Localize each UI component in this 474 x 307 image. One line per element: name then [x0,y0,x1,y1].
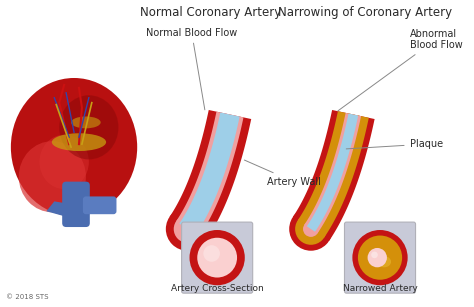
Ellipse shape [59,95,118,159]
Polygon shape [298,111,369,238]
Text: Narrowed Artery: Narrowed Artery [343,284,418,293]
Circle shape [166,207,209,251]
Circle shape [303,221,319,237]
Ellipse shape [39,135,89,189]
FancyBboxPatch shape [62,182,90,227]
Polygon shape [170,110,251,241]
Text: Normal Coronary Artery: Normal Coronary Artery [140,6,281,19]
Text: Plaque: Plaque [346,139,443,149]
Circle shape [367,248,387,267]
FancyBboxPatch shape [182,222,253,293]
Ellipse shape [19,141,86,212]
Text: Narrowing of Coronary Artery: Narrowing of Coronary Artery [278,6,452,19]
Circle shape [295,213,327,245]
Circle shape [197,238,237,278]
Ellipse shape [377,256,391,267]
Polygon shape [176,112,244,237]
Polygon shape [215,111,246,118]
Polygon shape [46,201,66,216]
Polygon shape [304,113,361,233]
Text: © 2018 STS: © 2018 STS [6,294,48,300]
Text: Normal Blood Flow: Normal Blood Flow [146,28,237,110]
FancyBboxPatch shape [83,196,117,214]
Ellipse shape [71,116,100,128]
Circle shape [190,230,245,285]
Text: Artery Cross-Section: Artery Cross-Section [171,284,264,293]
Polygon shape [179,112,240,235]
Circle shape [352,230,408,285]
Ellipse shape [11,78,137,216]
Text: Abnormal
Blood Flow: Abnormal Blood Flow [338,29,462,111]
FancyBboxPatch shape [345,222,416,293]
Circle shape [371,251,378,258]
Ellipse shape [52,133,106,151]
Polygon shape [293,110,374,241]
Polygon shape [307,114,358,232]
Text: Artery Wall: Artery Wall [245,160,320,187]
Circle shape [203,245,220,262]
Circle shape [174,215,201,243]
Circle shape [289,207,333,251]
Circle shape [358,235,402,280]
